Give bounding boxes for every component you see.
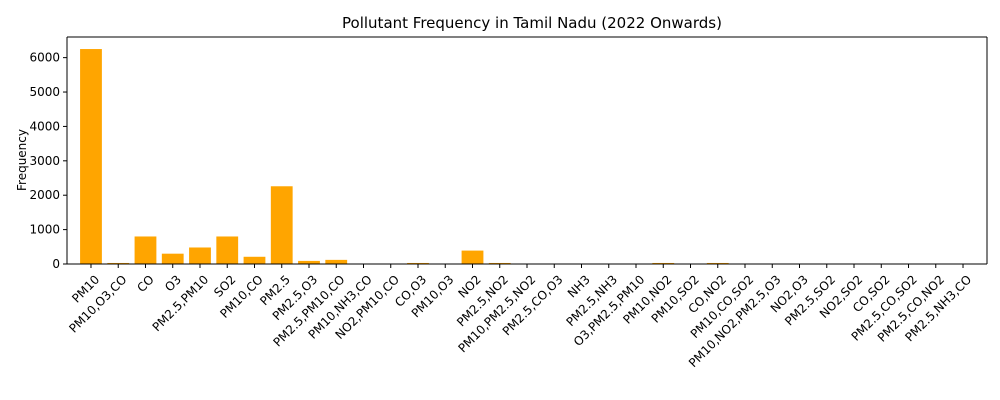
- bar-6: [243, 256, 266, 264]
- bar-15: [488, 262, 511, 264]
- bar-4: [189, 247, 211, 264]
- bar-8: [298, 260, 320, 264]
- bar-14: [461, 250, 484, 264]
- y-tick-label-5: 5000: [29, 85, 60, 99]
- chart-title: Pollutant Frequency in Tamil Nadu (2022 …: [342, 14, 722, 32]
- x-tick-label-2: CO: [134, 272, 157, 295]
- bar-1: [107, 262, 130, 264]
- bar-12: [407, 262, 429, 264]
- x-tick-label-3: O3: [162, 272, 184, 294]
- bar-23: [706, 262, 729, 264]
- y-tick-label-6: 6000: [29, 51, 60, 65]
- bar-5: [216, 236, 239, 264]
- y-tick-label-4: 4000: [29, 119, 60, 133]
- bar-21: [652, 262, 675, 264]
- y-axis-label: Frequency: [15, 129, 29, 191]
- y-tick-label-1: 1000: [29, 223, 60, 237]
- bar-2: [134, 236, 157, 264]
- bar-0: [80, 49, 102, 264]
- y-tick-label-0: 0: [52, 257, 60, 271]
- y-tick-label-2: 2000: [29, 188, 60, 202]
- bar-9: [325, 259, 348, 264]
- bar-3: [161, 253, 184, 264]
- bar-7: [270, 186, 293, 264]
- y-tick-label-3: 3000: [29, 154, 60, 168]
